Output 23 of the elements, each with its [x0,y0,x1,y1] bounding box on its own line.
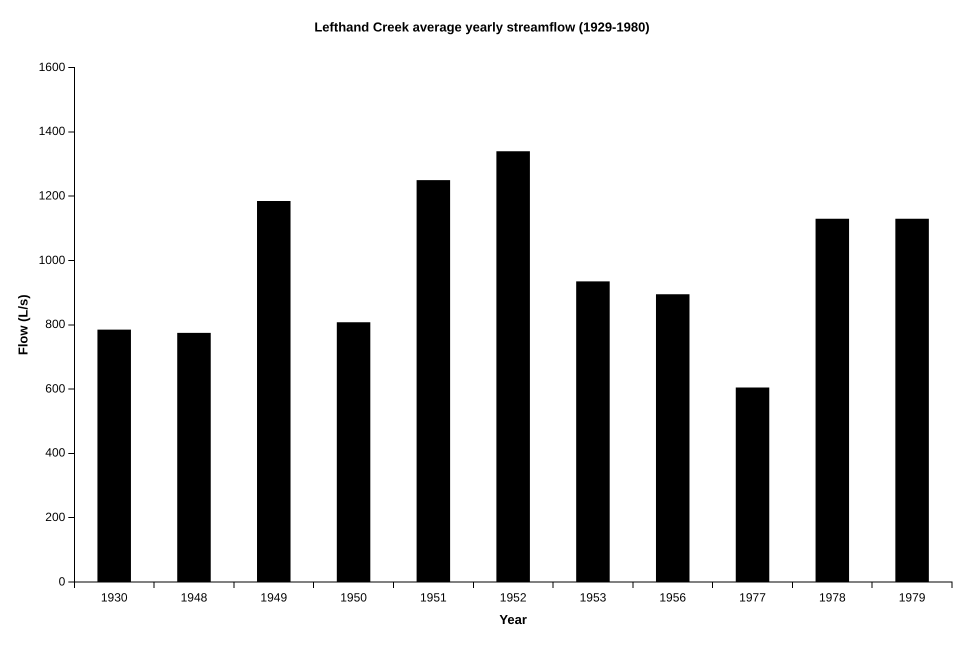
x-tick-label: 1950 [340,590,368,605]
y-tick-label: 600 [45,381,66,396]
chart-title: Lefthand Creek average yearly streamflow (1929-1980) [314,19,650,34]
x-tick-label: 1977 [739,590,766,605]
x-tick-label: 1948 [180,590,208,605]
y-tick-label: 1400 [38,124,66,138]
x-axis-title: Year [499,612,527,627]
x-tick-label: 1956 [659,590,686,605]
x-tick-label: 1949 [260,590,288,605]
x-tick-label: 1979 [898,590,926,605]
x-tick-label: 1978 [818,590,846,605]
y-tick-label: 400 [45,446,66,460]
y-tick-label: 1600 [38,60,66,74]
x-tick-label: 1951 [420,590,448,605]
y-axis-title: Flow (L/s) [15,294,30,356]
y-tick-label: 0 [58,574,66,588]
x-tick-label: 1930 [100,590,128,605]
y-tick-label: 200 [45,510,66,524]
x-tick-label: 1952 [500,590,527,605]
y-tick-label: 800 [45,317,66,332]
x-tick-label: 1953 [580,590,607,605]
y-tick-label: 1000 [38,252,66,267]
y-tick-label: 1200 [38,188,66,203]
